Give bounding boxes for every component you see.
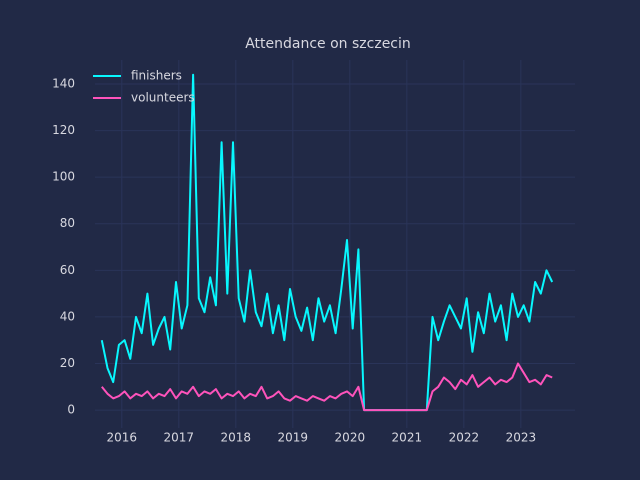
x-tick-label: 2020 [335, 431, 366, 445]
x-tick-label: 2018 [221, 431, 252, 445]
chart-title: Attendance on szczecin [245, 36, 411, 52]
x-tick-label: 2023 [506, 431, 537, 445]
legend-label: volunteers [131, 91, 195, 105]
x-tick-label: 2019 [278, 431, 309, 445]
y-tick-label: 60 [60, 263, 75, 277]
x-tick-label: 2016 [107, 431, 138, 445]
y-tick-label: 40 [60, 309, 75, 323]
y-tick-label: 0 [67, 403, 75, 417]
y-tick-label: 20 [60, 356, 75, 370]
x-tick-label: 2017 [164, 431, 195, 445]
legend-label: finishers [131, 69, 182, 83]
series-line [100, 73, 554, 412]
y-tick-label: 80 [60, 216, 75, 230]
x-tick-label: 2021 [392, 431, 423, 445]
y-tick-label: 140 [52, 76, 75, 90]
y-tick-label: 120 [52, 123, 75, 137]
y-tick-label: 100 [52, 170, 75, 184]
x-tick-label: 2022 [449, 431, 480, 445]
series-line [101, 362, 553, 412]
